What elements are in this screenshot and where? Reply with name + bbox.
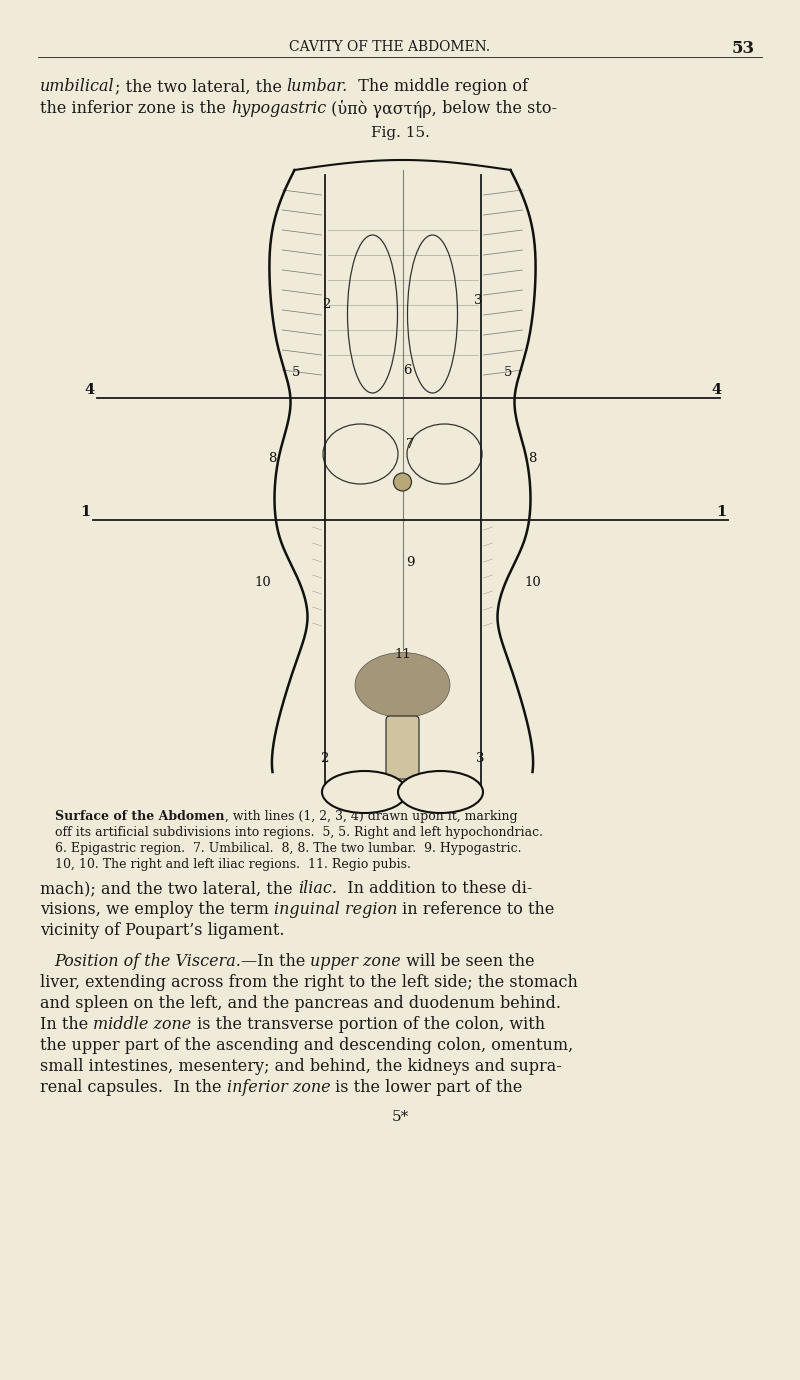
Ellipse shape [322, 771, 407, 813]
Ellipse shape [398, 771, 483, 813]
Text: 10: 10 [524, 575, 541, 589]
Text: In addition to these di-: In addition to these di- [337, 880, 532, 897]
Text: mach); and the two lateral, the: mach); and the two lateral, the [40, 880, 298, 897]
Text: 5: 5 [292, 366, 301, 378]
Text: In the: In the [40, 1016, 94, 1034]
Text: 5*: 5* [391, 1110, 409, 1123]
Text: 10, 10. The right and left iliac regions.  11. Regio pubis.: 10, 10. The right and left iliac regions… [55, 858, 411, 871]
Text: Position of the Viscera.: Position of the Viscera. [54, 954, 241, 970]
Text: 9: 9 [406, 556, 414, 569]
Text: will be seen the: will be seen the [401, 954, 534, 970]
Text: small intestines, mesentery; and behind, the kidneys and supra-: small intestines, mesentery; and behind,… [40, 1058, 562, 1075]
Text: the upper part of the ascending and descending colon, omentum,: the upper part of the ascending and desc… [40, 1036, 574, 1054]
Text: , with lines (1, 2, 3, 4) drawn upon it, marking: , with lines (1, 2, 3, 4) drawn upon it,… [225, 810, 518, 822]
Text: 7: 7 [406, 437, 414, 450]
Circle shape [394, 473, 411, 491]
Text: middle zone: middle zone [94, 1016, 192, 1034]
Text: The middle region of: The middle region of [348, 79, 528, 95]
Text: renal capsules.  In the: renal capsules. In the [40, 1079, 226, 1096]
Text: is the transverse portion of the colon, with: is the transverse portion of the colon, … [192, 1016, 545, 1034]
Text: is the lower part of the: is the lower part of the [330, 1079, 522, 1096]
Text: 10: 10 [254, 575, 271, 589]
Text: Fig. 15.: Fig. 15. [370, 126, 430, 139]
Text: upper zone: upper zone [310, 954, 401, 970]
Text: the inferior zone is the: the inferior zone is the [40, 99, 231, 117]
Text: liver, extending across from the right to the left side; the stomach: liver, extending across from the right t… [40, 974, 578, 991]
Text: 4: 4 [85, 384, 95, 397]
Text: 1: 1 [81, 505, 91, 519]
Text: 2: 2 [320, 752, 329, 765]
Text: lumbar.: lumbar. [286, 79, 348, 95]
Text: 2: 2 [322, 298, 330, 312]
Text: ; the two lateral, the: ; the two lateral, the [114, 79, 286, 95]
Text: 1: 1 [716, 505, 726, 519]
Text: iliac.: iliac. [298, 880, 337, 897]
Text: in reference to the: in reference to the [398, 901, 554, 918]
Text: 8: 8 [268, 453, 277, 465]
Text: —In the: —In the [241, 954, 310, 970]
Text: CAVITY OF THE ABDOMEN.: CAVITY OF THE ABDOMEN. [290, 40, 490, 54]
Ellipse shape [355, 653, 450, 718]
Text: 53: 53 [732, 40, 755, 57]
Text: inguinal region: inguinal region [274, 901, 398, 918]
Text: inferior zone: inferior zone [226, 1079, 330, 1096]
FancyBboxPatch shape [386, 716, 419, 778]
Text: and spleen on the left, and the pancreas and duodenum behind.: and spleen on the left, and the pancreas… [40, 995, 561, 1012]
Text: Surface of the Abdomen: Surface of the Abdomen [55, 810, 225, 822]
Text: 5: 5 [504, 366, 513, 378]
Text: 8: 8 [528, 453, 537, 465]
Bar [115, 148, 690, 800]
Text: 3: 3 [476, 752, 485, 765]
Text: (ὑπὸ γαστήρ,: (ὑπὸ γαστήρ, [326, 99, 437, 119]
Text: vicinity of Poupart’s ligament.: vicinity of Poupart’s ligament. [40, 922, 285, 938]
Text: 6: 6 [403, 363, 412, 377]
Text: below the sto-: below the sto- [437, 99, 557, 117]
Text: 3: 3 [474, 294, 482, 306]
Text: visions, we employ the term: visions, we employ the term [40, 901, 274, 918]
Text: 11: 11 [394, 649, 411, 661]
Text: hypogastric: hypogastric [231, 99, 326, 117]
Text: off its artificial subdivisions into regions.  5, 5. Right and left hypochondria: off its artificial subdivisions into reg… [55, 827, 543, 839]
Text: 4: 4 [712, 384, 722, 397]
Text: umbilical: umbilical [40, 79, 114, 95]
Text: 6. Epigastric region.  7. Umbilical.  8, 8. The two lumbar.  9. Hypogastric.: 6. Epigastric region. 7. Umbilical. 8, 8… [55, 842, 522, 856]
